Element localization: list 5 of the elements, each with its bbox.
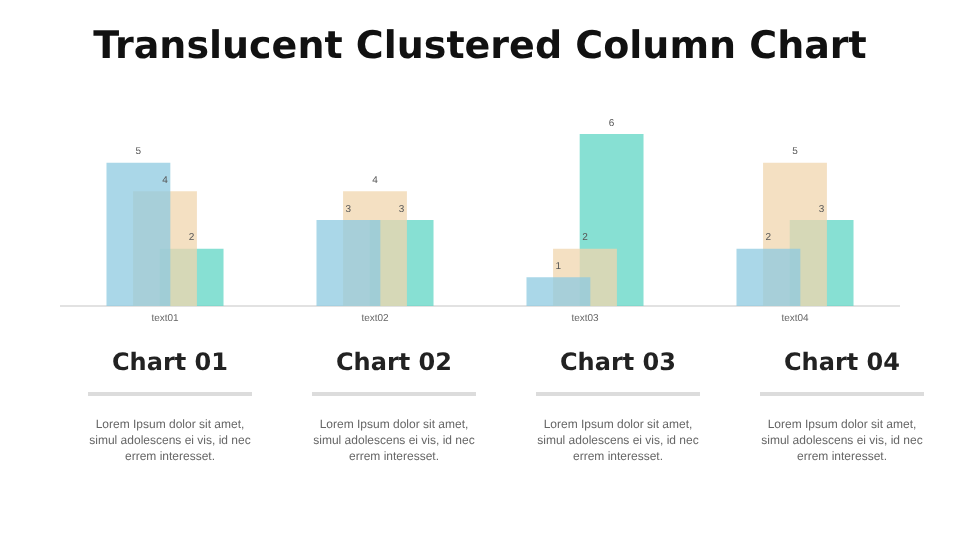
chart-title: Translucent Clustered Column Chart <box>91 24 869 68</box>
caption: Chart 01 <box>110 348 230 376</box>
caption: Chart 02 <box>334 348 454 376</box>
caption: Chart 03 <box>558 348 678 376</box>
caption: Chart 04 <box>782 348 902 376</box>
